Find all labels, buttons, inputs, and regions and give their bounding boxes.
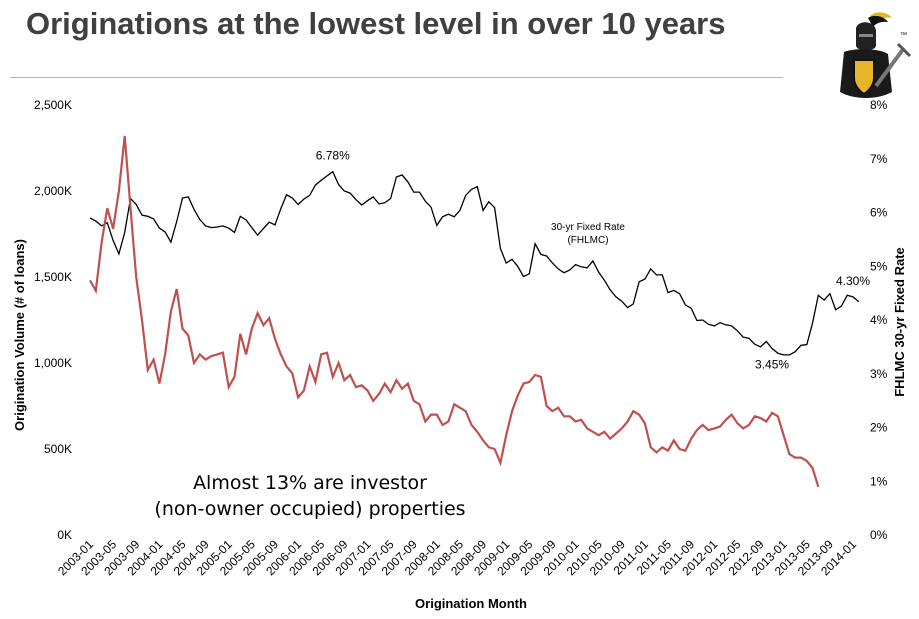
slide-title: Originations at the lowest level in over… — [26, 6, 726, 41]
left-tick-label: 1,500K — [34, 270, 72, 284]
callout-line-1: Almost 13% are investor — [193, 472, 427, 494]
right-tick-label: 2% — [870, 421, 888, 435]
knight-logo-icon — [818, 8, 914, 104]
left-tick-label: 500K — [44, 442, 72, 456]
rate-annotation: 4.30% — [836, 274, 870, 288]
right-tick-label: 8% — [870, 98, 888, 112]
trademark-symbol: ™ — [900, 32, 907, 39]
right-tick-label: 3% — [870, 367, 888, 381]
right-tick-label: 7% — [870, 152, 888, 166]
left-tick-label: 2,000K — [34, 184, 72, 198]
rate-series-label: 30-yr Fixed Rate — [551, 222, 625, 233]
left-y-axis-label: Origination Volume (# of loans) — [12, 239, 27, 431]
title-divider — [10, 77, 783, 78]
callout-line-2: (non-owner occupied) properties — [154, 498, 466, 520]
x-axis-label: Origination Month — [415, 596, 527, 611]
right-tick-label: 4% — [870, 313, 888, 327]
right-tick-label: 0% — [870, 528, 888, 542]
investor-callout: Almost 13% are investor (non-owner occup… — [110, 470, 510, 522]
rate-annotation: 6.78% — [316, 149, 350, 163]
rate-series-line — [89, 170, 860, 356]
rate-annotation: 3.45% — [755, 357, 789, 371]
right-tick-label: 6% — [870, 206, 888, 220]
left-tick-label: 1,000K — [34, 356, 72, 370]
left-tick-label: 0K — [57, 528, 72, 542]
left-tick-label: 2,500K — [34, 98, 72, 112]
volume-series-line — [89, 135, 820, 488]
right-tick-label: 1% — [870, 474, 888, 488]
right-y-axis-label: FHLMC 30-yr Fixed Rate — [892, 247, 907, 397]
rate-series-label: (FHLMC) — [567, 235, 608, 246]
right-tick-label: 5% — [870, 259, 888, 273]
